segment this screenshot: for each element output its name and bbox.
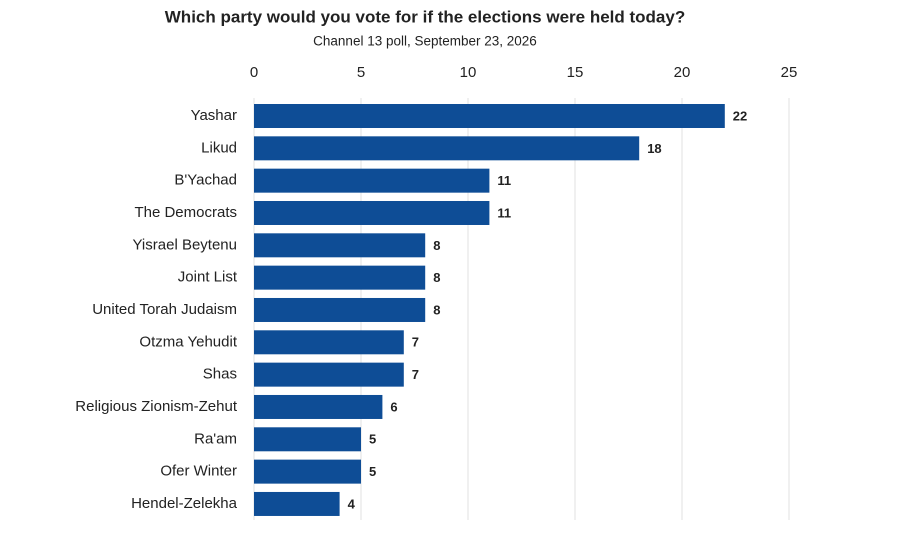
y-tick-label: Ofer Winter	[160, 463, 237, 480]
bar	[254, 362, 404, 387]
data-label: 7	[412, 335, 419, 350]
x-tick-label: 0	[250, 64, 258, 81]
y-tick-label: Religious Zionism-Zehut	[75, 398, 238, 415]
x-tick-label: 25	[781, 64, 798, 81]
bar	[254, 136, 640, 161]
y-tick-label: B'Yachad	[174, 172, 237, 189]
y-tick-label: Yashar	[191, 107, 237, 124]
bar	[254, 168, 490, 193]
data-label: 22	[733, 108, 747, 123]
y-tick-label: United Torah Judaism	[92, 301, 237, 318]
y-tick-label: Hendel-Zelekha	[131, 495, 238, 512]
data-label: 8	[433, 238, 440, 253]
bar	[254, 200, 490, 225]
bar	[254, 233, 426, 258]
data-label: 18	[647, 141, 661, 156]
x-tick-label: 5	[357, 64, 365, 81]
x-tick-label: 20	[674, 64, 691, 81]
data-label: 5	[369, 432, 376, 447]
y-tick-label: Likud	[201, 139, 237, 156]
bar	[254, 394, 383, 419]
bar	[254, 459, 361, 484]
y-tick-label: Shas	[203, 366, 237, 383]
y-tick-label: Yisrael Beytenu	[132, 236, 237, 253]
bar	[254, 330, 404, 355]
chart-title: Which party would you vote for if the el…	[165, 7, 685, 26]
data-label: 8	[433, 302, 440, 317]
bar	[254, 491, 340, 516]
y-tick-label: Ra'am	[194, 430, 237, 447]
chart-subtitle: Channel 13 poll, September 23, 2026	[313, 34, 537, 49]
data-label: 8	[433, 270, 440, 285]
y-tick-label: Otzma Yehudit	[139, 333, 237, 350]
bar	[254, 104, 725, 128]
data-label: 4	[348, 496, 356, 511]
data-label: 11	[497, 173, 511, 188]
data-label: 11	[497, 205, 511, 220]
y-tick-label: Joint List	[178, 269, 238, 286]
data-label: 5	[369, 464, 376, 479]
bar	[254, 297, 426, 322]
data-label: 7	[412, 367, 419, 382]
y-tick-label: The Democrats	[134, 204, 237, 221]
bar	[254, 265, 426, 290]
data-label: 6	[390, 399, 397, 414]
x-tick-label: 10	[460, 64, 477, 81]
bar	[254, 427, 361, 452]
x-tick-label: 15	[567, 64, 584, 81]
